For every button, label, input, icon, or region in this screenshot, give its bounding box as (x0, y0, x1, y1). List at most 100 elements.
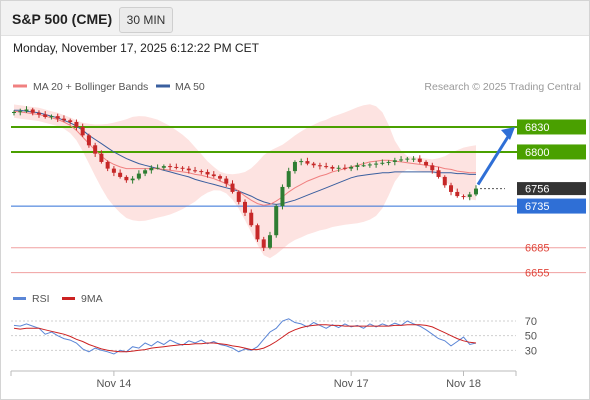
candle (205, 169, 210, 178)
candle (243, 199, 247, 217)
candle-body (93, 145, 98, 154)
candle-body (99, 153, 104, 162)
candle (280, 184, 285, 210)
ma50-legend-swatch (156, 84, 170, 88)
candle-body (24, 109, 29, 112)
x-tick-label: Nov 14 (96, 378, 131, 390)
candle-body (442, 176, 447, 186)
resistance-1-label: 6800 (525, 147, 549, 159)
rsi-ma-legend-swatch (62, 297, 75, 300)
candle-body (143, 170, 148, 174)
candle (374, 161, 379, 168)
candle (274, 204, 279, 238)
candle (355, 162, 360, 171)
candle-body (74, 121, 79, 127)
ma50-line (14, 109, 476, 205)
candle (361, 161, 366, 167)
rsi-tick-label: 50 (525, 331, 537, 343)
candle (168, 163, 173, 171)
candle-body (30, 109, 35, 113)
resistance-2-label: 6830 (525, 122, 549, 134)
candle-body (267, 235, 272, 248)
candle-body (136, 173, 141, 179)
rsi-ma-line (13, 324, 477, 353)
timeframe-badge[interactable]: 30 MIN (119, 7, 173, 33)
candle-body (411, 158, 416, 160)
bollinger-band-fill (14, 104, 476, 259)
candle (36, 110, 41, 118)
current-price-label-box (517, 182, 586, 196)
candle-body (424, 161, 429, 166)
resistance-1-label-box (517, 144, 586, 160)
candle-body (193, 170, 198, 172)
candle (436, 166, 441, 179)
price-levels: 6830 6800 6756 6735 6685 6655 (11, 119, 586, 280)
candle-body (161, 166, 166, 168)
candle-body (68, 120, 73, 122)
candle-body (355, 165, 360, 167)
candle-body (417, 158, 422, 162)
rsi-tick-label: 70 (525, 316, 537, 328)
candle-body (330, 166, 335, 169)
candle (193, 166, 198, 173)
candle (111, 166, 116, 177)
candle (236, 190, 241, 205)
candle (161, 164, 166, 171)
candle (155, 164, 160, 170)
candle-body (36, 112, 41, 115)
candle (311, 161, 316, 168)
forecast-arrow (476, 126, 515, 186)
candle-body (155, 167, 160, 169)
candle (24, 106, 29, 113)
candle (199, 169, 204, 175)
x-axis: Nov 14 Nov 17 Nov 18 (10, 370, 517, 390)
candle-body (230, 183, 235, 192)
candle (180, 166, 185, 172)
support-2-label: 6655 (525, 268, 549, 280)
candle-body (449, 185, 454, 192)
pivot-label-box (517, 198, 586, 214)
candle (218, 174, 223, 182)
candle-body (305, 161, 310, 164)
candle-body (55, 116, 60, 119)
candle (430, 162, 435, 174)
candle (149, 165, 154, 174)
candle (136, 170, 141, 181)
candle (49, 114, 54, 120)
candle-body (361, 165, 366, 167)
candle (467, 191, 472, 201)
candle-body (274, 206, 279, 236)
rsi-ma-legend-label: 9MA (81, 293, 103, 305)
candle (417, 155, 422, 164)
candle (336, 165, 341, 172)
candle-body (299, 161, 304, 163)
candle-body (180, 167, 185, 169)
candle-body (224, 178, 229, 184)
candle-body (380, 162, 385, 164)
candle (99, 150, 104, 164)
current-price-label: 6756 (525, 184, 549, 196)
candle (405, 156, 410, 162)
candle (249, 209, 254, 227)
candle (411, 156, 416, 162)
candle (317, 162, 322, 170)
candle (255, 223, 260, 242)
candle-body (455, 191, 460, 197)
candle (324, 162, 329, 169)
candle (30, 107, 35, 116)
candle-body (436, 170, 441, 177)
candle-body (12, 111, 16, 113)
ma20-legend-swatch (13, 84, 27, 88)
candle-body (124, 176, 129, 181)
forecast-arrow-head (501, 126, 515, 140)
x-tick-label: Nov 18 (446, 378, 481, 390)
candle (474, 185, 478, 197)
candle-body (342, 167, 347, 169)
candle-body (467, 194, 472, 197)
candle-body (218, 176, 223, 179)
forecast-arrow-shaft (476, 131, 513, 186)
candlesticks (12, 106, 478, 252)
candle-body (324, 166, 329, 168)
candle (61, 115, 66, 122)
candle-body (61, 118, 66, 121)
